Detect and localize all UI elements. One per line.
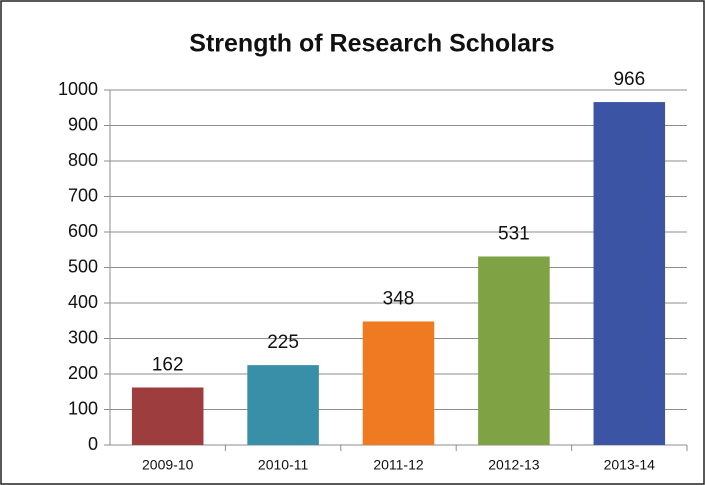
bar [593, 102, 666, 445]
data-label: 531 [498, 224, 530, 245]
bar [362, 321, 435, 445]
x-tick-label: 2012-13 [488, 457, 540, 473]
data-label: 966 [613, 69, 645, 90]
y-tick-label: 600 [68, 221, 98, 241]
y-tick-label: 100 [68, 398, 98, 418]
x-tick-label: 2011-12 [373, 457, 424, 473]
y-tick-label: 800 [68, 150, 98, 170]
bar [478, 256, 550, 445]
chart-title: Strength of Research Scholars [189, 30, 554, 58]
data-label: 162 [152, 355, 184, 376]
y-tick-label: 900 [68, 114, 98, 134]
y-tick-label: 1000 [58, 79, 98, 99]
y-tick-label: 0 [88, 434, 98, 454]
y-tick-label: 200 [68, 363, 98, 383]
y-tick-label: 300 [68, 327, 98, 347]
y-tick-label: 500 [68, 256, 98, 276]
y-tick-label: 700 [68, 185, 98, 205]
bar [247, 365, 319, 445]
data-label: 225 [267, 332, 299, 353]
data-label: 348 [383, 288, 415, 309]
bar [131, 387, 204, 445]
x-tick-label: 2013-14 [604, 457, 656, 473]
y-tick-label: 400 [68, 292, 98, 312]
x-tick-label: 2010-11 [258, 457, 309, 473]
x-tick-label: 2009-10 [142, 457, 194, 473]
